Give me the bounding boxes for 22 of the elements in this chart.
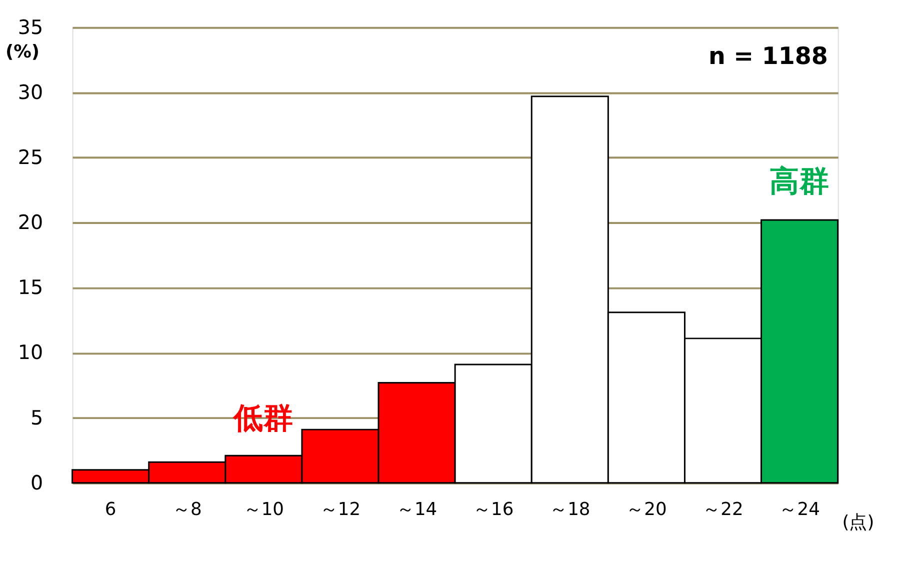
y-axis-title: (%) [5, 42, 40, 63]
y-tick-label: 25 [18, 146, 44, 169]
x-tick-label: ～20 [626, 499, 667, 520]
y-tick-label: 10 [18, 341, 44, 364]
y-tick-label: 0 [30, 471, 44, 494]
x-tick-label: 6 [104, 499, 116, 520]
x-tick-label: ～22 [702, 499, 744, 520]
x-tick-label: ～12 [320, 499, 361, 520]
y-tick-label: 20 [18, 211, 44, 234]
annotation: n = 1188 [708, 42, 828, 70]
x-tick-label: ～16 [473, 499, 514, 520]
x-tick-label: ～10 [243, 499, 284, 520]
y-tick-label: 5 [30, 406, 44, 430]
y-tick-label: 35 [18, 16, 44, 39]
x-tick-label: ～24 [779, 499, 820, 520]
y-tick-label: 15 [18, 276, 44, 300]
x-tick-label: ～14 [396, 499, 438, 520]
x-tick-label: ～18 [550, 499, 590, 520]
annotation: 高群 [770, 164, 830, 200]
x-tick-label: ～8 [172, 499, 202, 520]
x-axis-title: (点) [842, 512, 874, 533]
y-tick-label: 30 [18, 80, 44, 104]
